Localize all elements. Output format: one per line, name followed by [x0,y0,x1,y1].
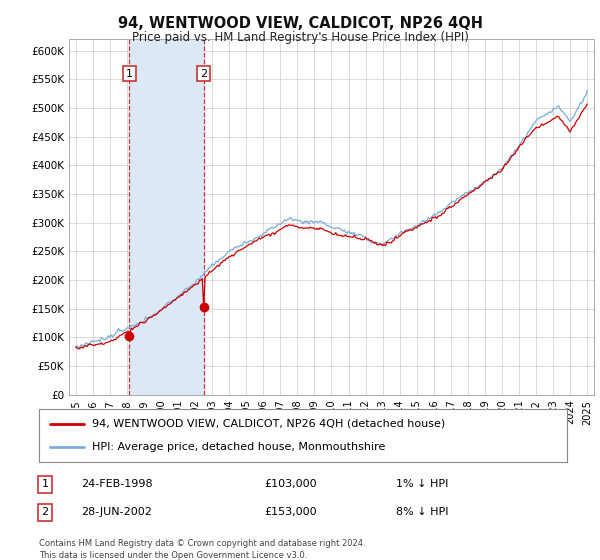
Text: 94, WENTWOOD VIEW, CALDICOT, NP26 4QH: 94, WENTWOOD VIEW, CALDICOT, NP26 4QH [118,16,482,31]
Text: Price paid vs. HM Land Registry's House Price Index (HPI): Price paid vs. HM Land Registry's House … [131,31,469,44]
Text: HPI: Average price, detached house, Monmouthshire: HPI: Average price, detached house, Monm… [92,442,385,452]
Text: 2: 2 [41,507,49,517]
Text: 28-JUN-2002: 28-JUN-2002 [81,507,152,517]
Text: £153,000: £153,000 [264,507,317,517]
Text: 1: 1 [126,69,133,78]
Text: £103,000: £103,000 [264,479,317,489]
Text: Contains HM Land Registry data © Crown copyright and database right 2024.
This d: Contains HM Land Registry data © Crown c… [39,539,365,559]
Text: 1% ↓ HPI: 1% ↓ HPI [396,479,448,489]
Text: 1: 1 [41,479,49,489]
Text: 2: 2 [200,69,207,78]
Text: 8% ↓ HPI: 8% ↓ HPI [396,507,449,517]
Bar [130,39,203,395]
Text: 94, WENTWOOD VIEW, CALDICOT, NP26 4QH (detached house): 94, WENTWOOD VIEW, CALDICOT, NP26 4QH (d… [92,419,445,429]
Text: 24-FEB-1998: 24-FEB-1998 [81,479,152,489]
